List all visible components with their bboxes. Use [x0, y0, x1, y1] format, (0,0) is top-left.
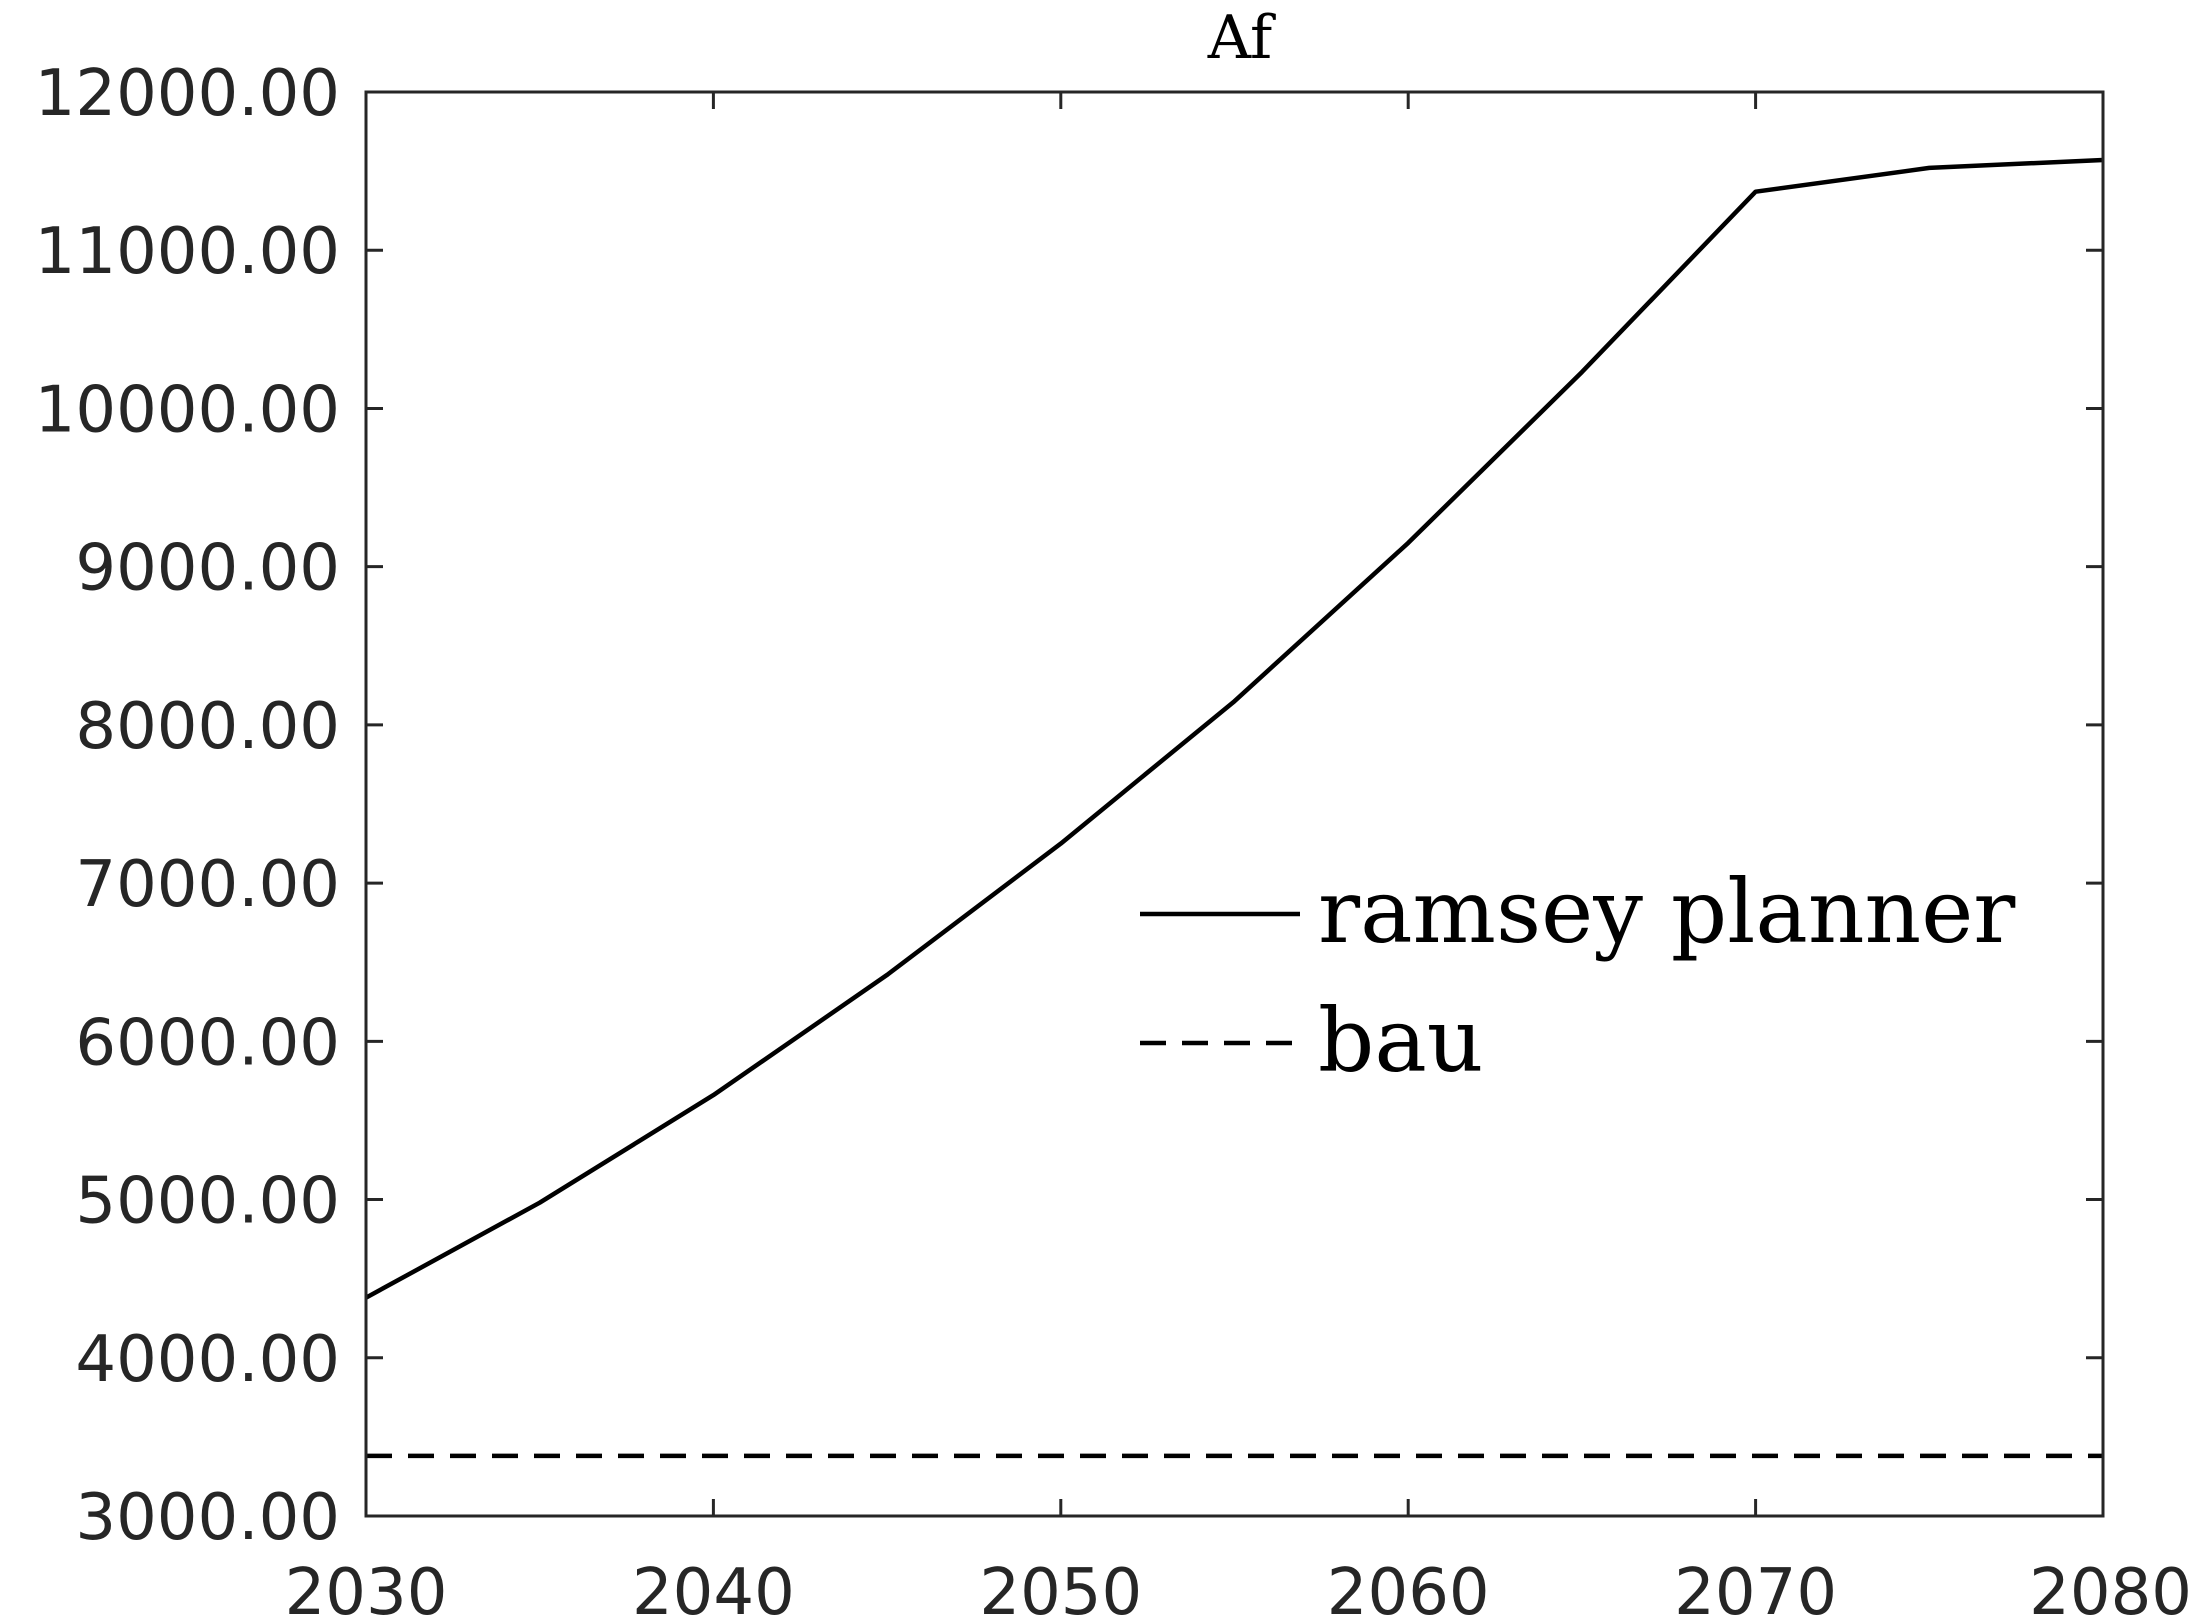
- x-tick-label: 2040: [632, 1556, 795, 1615]
- legend: ramsey planner bau: [1140, 860, 2016, 1092]
- y-tick-label: 7000.00: [75, 848, 340, 922]
- y-tick-label: 4000.00: [75, 1323, 340, 1397]
- plot-frame: [364, 90, 2105, 1518]
- y-tick-label: 12000.00: [35, 57, 340, 131]
- x-tick-label: 2060: [1327, 1556, 1490, 1615]
- y-tick-label: 11000.00: [35, 215, 340, 289]
- series-line-ramsey-planner: [364, 157, 2104, 1300]
- chart-title: Af: [1207, 3, 1276, 73]
- y-tick-label: 6000.00: [75, 1006, 340, 1080]
- x-tick-label: 2030: [285, 1556, 448, 1615]
- x-tick-label: 2050: [979, 1556, 1142, 1615]
- legend-label: bau: [1318, 989, 1483, 1092]
- y-tick-label: 8000.00: [75, 690, 340, 764]
- y-tick-label: 5000.00: [75, 1165, 340, 1239]
- x-tick-label: 2070: [1674, 1556, 1837, 1615]
- legend-label: ramsey planner: [1318, 860, 2016, 963]
- y-tick-label: 3000.00: [75, 1481, 340, 1555]
- y-tick-label: 10000.00: [35, 373, 340, 447]
- y-tick-label: 9000.00: [75, 532, 340, 606]
- x-tick-label: 2080: [2029, 1556, 2192, 1615]
